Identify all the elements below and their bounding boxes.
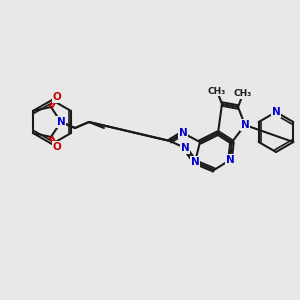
Text: N: N <box>57 117 65 127</box>
Text: N: N <box>57 117 65 127</box>
Text: N: N <box>181 143 189 153</box>
Text: N: N <box>226 155 234 165</box>
Text: CH₃: CH₃ <box>234 89 252 98</box>
Text: O: O <box>52 92 61 102</box>
Text: O: O <box>52 142 61 152</box>
Text: CH₃: CH₃ <box>208 86 226 95</box>
Text: N: N <box>241 120 249 130</box>
Text: N: N <box>272 107 280 117</box>
Text: N: N <box>178 128 188 138</box>
Text: N: N <box>190 157 200 167</box>
